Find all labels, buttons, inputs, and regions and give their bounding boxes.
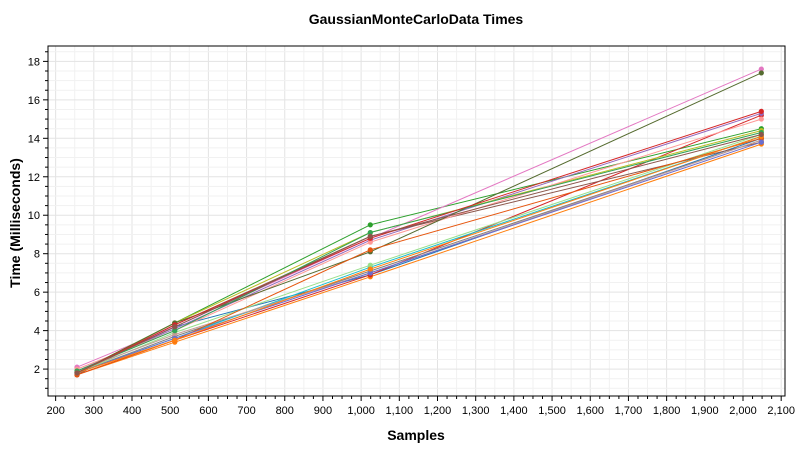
- series-line: [76, 112, 762, 372]
- series-line: [76, 110, 762, 374]
- data-point: [172, 328, 178, 334]
- x-tick-label: 600: [199, 405, 217, 417]
- x-tick-label: 1,700: [615, 405, 643, 417]
- x-tick-label: 1,100: [386, 405, 414, 417]
- data-point: [172, 337, 178, 343]
- data-point: [367, 233, 373, 239]
- tick-labels: 200 300 400 500 600 700 800 900 1,000 1,100 1,200 1…: [28, 56, 795, 417]
- data-point: [758, 139, 764, 145]
- data-point: [758, 70, 764, 76]
- data-point: [758, 108, 764, 114]
- y-tick-label: 14: [28, 133, 40, 145]
- series-line: [76, 72, 762, 374]
- grid-lines: [48, 46, 785, 396]
- data-point: [172, 331, 178, 338]
- y-tick-label: 4: [34, 326, 40, 338]
- x-tick-label: 1,800: [653, 405, 681, 417]
- data-point: [367, 247, 373, 253]
- data-point: [758, 131, 764, 138]
- x-tick-label: 900: [314, 405, 332, 417]
- x-tick-label: 2,000: [729, 405, 757, 417]
- axes: [43, 45, 786, 401]
- series-line: [76, 141, 762, 374]
- data-point: [758, 66, 764, 72]
- x-tick-label: 700: [237, 405, 255, 417]
- x-tick-label: 1,900: [691, 405, 719, 417]
- y-tick-label: 16: [28, 95, 40, 107]
- x-tick-label: 1,400: [500, 405, 528, 417]
- series-line: [76, 143, 762, 376]
- y-tick-label: 10: [28, 210, 40, 222]
- x-tick-label: 400: [123, 405, 141, 417]
- x-tick-label: 500: [161, 405, 179, 417]
- x-tick-label: 1,300: [462, 405, 490, 417]
- y-tick-label: 8: [34, 249, 40, 261]
- y-tick-label: 18: [28, 56, 40, 68]
- data-point: [367, 239, 373, 245]
- series-line: [76, 68, 762, 368]
- data-point: [367, 229, 373, 236]
- x-tick-label: 200: [46, 405, 64, 417]
- data-point: [367, 270, 373, 276]
- data-point: [74, 370, 80, 376]
- plot-border: [47, 45, 786, 397]
- x-tick-label: 1,500: [538, 405, 566, 417]
- y-axis-title: Time (Milliseconds): [7, 158, 23, 288]
- x-tick-label: 1,600: [576, 405, 604, 417]
- chart-title: GaussianMonteCarloData Times: [309, 11, 524, 27]
- x-axis-title: Samples: [387, 427, 445, 443]
- data-point: [367, 222, 373, 228]
- data-point: [172, 324, 178, 330]
- x-tick-label: 1,000: [347, 405, 375, 417]
- y-tick-label: 2: [34, 364, 40, 376]
- series-line: [76, 134, 762, 374]
- series-line: [76, 135, 762, 374]
- series-line: [76, 139, 762, 372]
- y-tick-label: 6: [34, 287, 40, 299]
- series-lines: [74, 66, 764, 378]
- y-tick-label: 12: [28, 172, 40, 184]
- x-tick-label: 1,200: [424, 405, 452, 417]
- x-tick-label: 300: [85, 405, 103, 417]
- data-point: [367, 262, 373, 268]
- data-point: [367, 266, 373, 272]
- x-tick-label: 2,100: [767, 405, 795, 417]
- series-line: [76, 137, 762, 376]
- data-point: [758, 116, 764, 122]
- x-tick-label: 800: [276, 405, 294, 417]
